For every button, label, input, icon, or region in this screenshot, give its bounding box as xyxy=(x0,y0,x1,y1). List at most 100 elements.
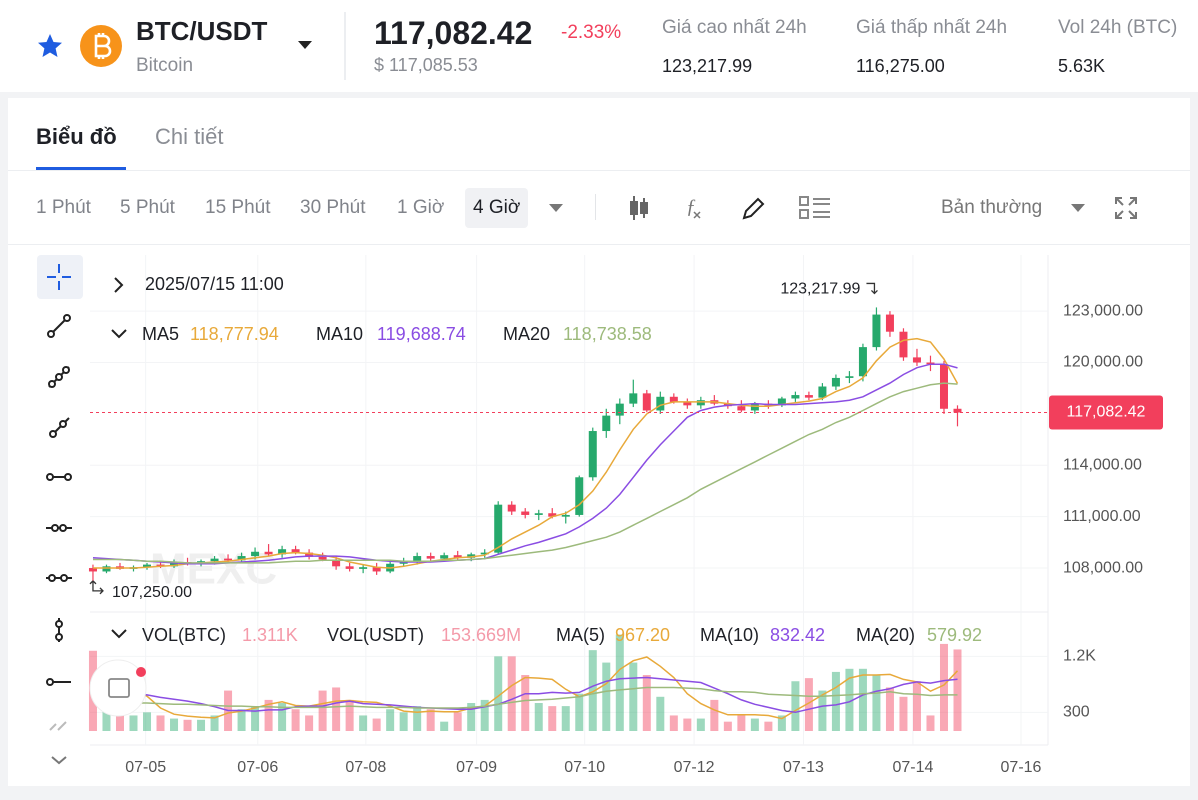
legend-toggle xyxy=(114,277,124,293)
ma-line xyxy=(93,382,958,564)
chart-style[interactable]: Bản thường xyxy=(941,197,1043,218)
volume-bar xyxy=(507,656,516,731)
drawing-tools[interactable] xyxy=(46,314,72,765)
volume-bar xyxy=(278,703,287,731)
legend-value: 118,777.94 xyxy=(190,324,279,344)
ma-line xyxy=(93,337,959,569)
x-tick-label: 07-14 xyxy=(892,759,933,776)
stat-value: 5.63K xyxy=(1058,56,1106,76)
candle-body xyxy=(845,376,854,378)
candle-body xyxy=(426,556,435,559)
volume-bar xyxy=(453,712,462,731)
pair[interactable]: BTC/USDT xyxy=(136,16,268,46)
volume-bar xyxy=(791,681,800,731)
volume-bar xyxy=(575,693,584,731)
x-tick-label: 07-09 xyxy=(456,759,497,776)
volume-bar xyxy=(521,675,530,731)
candle-body xyxy=(467,554,476,558)
interval[interactable]: 1 Phút xyxy=(36,197,91,218)
tab[interactable]: Biểu đồ xyxy=(36,124,117,149)
volume-bar xyxy=(318,690,327,731)
x-tick-label: 07-08 xyxy=(345,759,386,776)
candle-body xyxy=(818,386,827,398)
candle-body xyxy=(912,357,921,363)
volume-bar xyxy=(332,687,341,731)
volume-bar xyxy=(912,681,921,731)
candle-body xyxy=(669,396,678,402)
chart-tools[interactable]: ƒ xyxy=(628,194,838,222)
calendar-icon[interactable] xyxy=(108,678,130,698)
volume-bar xyxy=(386,709,395,731)
volume-bar xyxy=(413,706,422,731)
legend-name: MA(10) xyxy=(700,625,759,645)
candle-body xyxy=(642,393,651,411)
ma-line xyxy=(92,363,958,565)
high-arrow xyxy=(866,282,878,295)
volume-bar xyxy=(534,703,543,731)
volume-bar xyxy=(426,709,435,731)
volume-bar xyxy=(845,668,854,731)
legend-value: 579.92 xyxy=(927,625,982,645)
favorite-star[interactable] xyxy=(36,32,64,60)
volume-bar xyxy=(899,696,908,731)
x-tick-label: 07-13 xyxy=(783,759,824,776)
interval[interactable]: 30 Phút xyxy=(300,197,366,218)
candle-body xyxy=(683,401,692,406)
candle-body xyxy=(413,556,422,562)
style-dropdown[interactable] xyxy=(1070,202,1086,214)
low-arrow xyxy=(89,580,104,595)
volume-bar xyxy=(656,696,665,731)
tab[interactable]: Chi tiết xyxy=(155,124,224,149)
candle-body xyxy=(440,555,449,559)
fx-icon[interactable]: ƒ xyxy=(686,196,696,218)
coin-name: Bitcoin xyxy=(136,55,194,76)
interval[interactable]: 4 Giờ xyxy=(465,188,529,228)
y-tick-label: 123,000.00 xyxy=(1063,302,1143,319)
legend-value: 153.669M xyxy=(441,625,521,645)
ticker-header: BTC/USDT Bitcoin 117,082.42 -2.33% $ 117… xyxy=(0,0,1198,92)
legend-name: VOL(BTC) xyxy=(142,625,226,645)
tab-underline xyxy=(36,167,126,170)
candle-body xyxy=(602,415,611,432)
fullscreen[interactable] xyxy=(1114,196,1138,220)
last-price: 117,082.42 xyxy=(374,15,533,51)
volume-bar xyxy=(156,715,165,731)
legend-toggle xyxy=(111,629,127,639)
candle-body xyxy=(359,567,368,569)
usd-price: $ 117,085.53 xyxy=(374,55,478,75)
volume-bar xyxy=(953,649,962,731)
interval[interactable]: 5 Phút xyxy=(120,197,175,218)
date-label: 2025/07/15 11:00 xyxy=(145,274,284,294)
candle-body xyxy=(575,477,584,515)
x-tick-label: 07-16 xyxy=(1001,759,1042,776)
ma-line xyxy=(92,656,959,720)
high-label: 123,217.99 xyxy=(780,281,860,298)
candle-body xyxy=(777,398,786,406)
candle-body xyxy=(156,564,165,567)
volume-bar xyxy=(885,687,894,731)
volume-bar xyxy=(683,718,692,731)
ma-line xyxy=(92,676,958,714)
candle-body xyxy=(210,558,219,562)
candle-body xyxy=(588,431,597,478)
volume-bar xyxy=(615,634,624,731)
float-button[interactable] xyxy=(89,659,147,717)
volume-bar xyxy=(777,715,786,731)
y-tick-label: 108,000.00 xyxy=(1063,559,1143,576)
pair-dropdown[interactable] xyxy=(297,39,313,51)
interval[interactable]: 1 Giờ xyxy=(397,197,445,218)
interval-dropdown[interactable] xyxy=(548,202,564,214)
crosshair-tool[interactable] xyxy=(47,264,71,290)
low-label: 107,250.00 xyxy=(112,584,192,601)
legend-value: 119,688.74 xyxy=(377,324,466,344)
y-tick-label: 111,000.00 xyxy=(1063,508,1141,525)
volume-bar xyxy=(764,721,773,731)
volume-bar xyxy=(291,709,300,731)
candle-body xyxy=(507,504,516,512)
candle-body xyxy=(629,393,638,404)
interval[interactable]: 15 Phút xyxy=(205,197,271,218)
coin-icon xyxy=(80,25,122,67)
tab-divider xyxy=(8,170,1190,171)
candle-body xyxy=(953,408,962,413)
candle-body xyxy=(332,559,341,567)
